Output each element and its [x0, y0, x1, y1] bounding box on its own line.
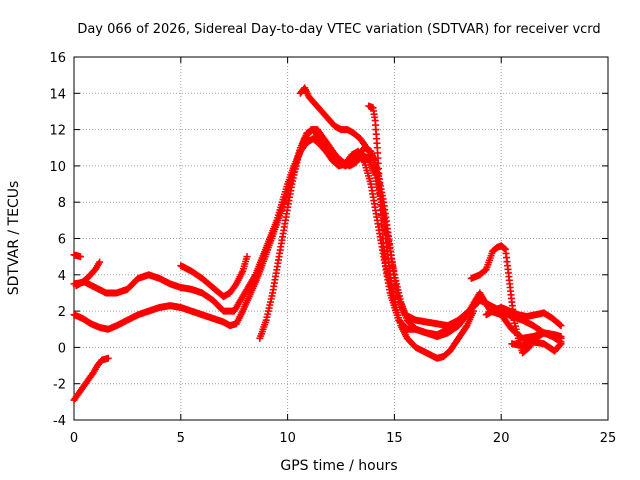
y-tick-label: 16 — [49, 51, 66, 66]
data-point — [556, 321, 564, 329]
x-axis-label: GPS time / hours — [280, 458, 397, 474]
y-tick-labels: -4 -2 0 2 4 6 8 10 12 14 16 — [49, 51, 66, 429]
x-tick-label: 5 — [177, 431, 185, 446]
y-tick-label: 8 — [58, 196, 66, 211]
data-point — [556, 341, 564, 349]
x-tick-label: 15 — [386, 431, 403, 446]
series-track-12 — [508, 338, 565, 355]
y-tick-label: 2 — [58, 305, 66, 320]
y-axis-label: SDTVAR / TECUs — [6, 181, 22, 296]
x-tick-label: 20 — [493, 431, 510, 446]
y-tick-label: 0 — [58, 341, 66, 356]
data-point — [104, 354, 112, 362]
y-tick-label: 6 — [58, 233, 66, 248]
data-point — [473, 299, 481, 307]
x-tick-label: 0 — [70, 431, 78, 446]
y-tick-label: 12 — [49, 124, 66, 139]
y-tick-label: -4 — [53, 414, 66, 429]
series-track-8 — [296, 84, 477, 362]
x-tick-label: 25 — [600, 431, 617, 446]
data-point — [469, 307, 477, 315]
chart-title: Day 066 of 2026, Sidereal Day-to-day VTE… — [77, 22, 600, 37]
data-point — [474, 298, 482, 306]
series-track-7 — [256, 126, 482, 342]
tick-marks — [73, 56, 609, 421]
data-point — [368, 151, 376, 159]
y-tick-label: 14 — [49, 87, 66, 102]
y-tick-label: 10 — [49, 160, 66, 175]
y-tick-label: 4 — [58, 269, 66, 284]
x-tick-label: 10 — [279, 431, 296, 446]
gridlines — [74, 57, 608, 420]
data-point — [76, 253, 84, 261]
series-track-6 — [177, 253, 251, 301]
series-track-2 — [70, 251, 84, 261]
data-point — [96, 258, 104, 266]
y-tick-label: -2 — [53, 378, 66, 393]
series-track-5 — [72, 258, 104, 290]
data-points — [70, 84, 565, 404]
x-tick-labels: 0 5 10 15 20 25 — [70, 431, 616, 446]
data-point — [500, 244, 508, 252]
data-point — [243, 253, 251, 261]
series-track-9 — [365, 102, 398, 306]
series-track-1 — [70, 354, 112, 404]
data-point — [557, 322, 565, 330]
data-point — [557, 340, 565, 348]
data-point — [390, 298, 398, 306]
series-track-11 — [482, 303, 565, 330]
